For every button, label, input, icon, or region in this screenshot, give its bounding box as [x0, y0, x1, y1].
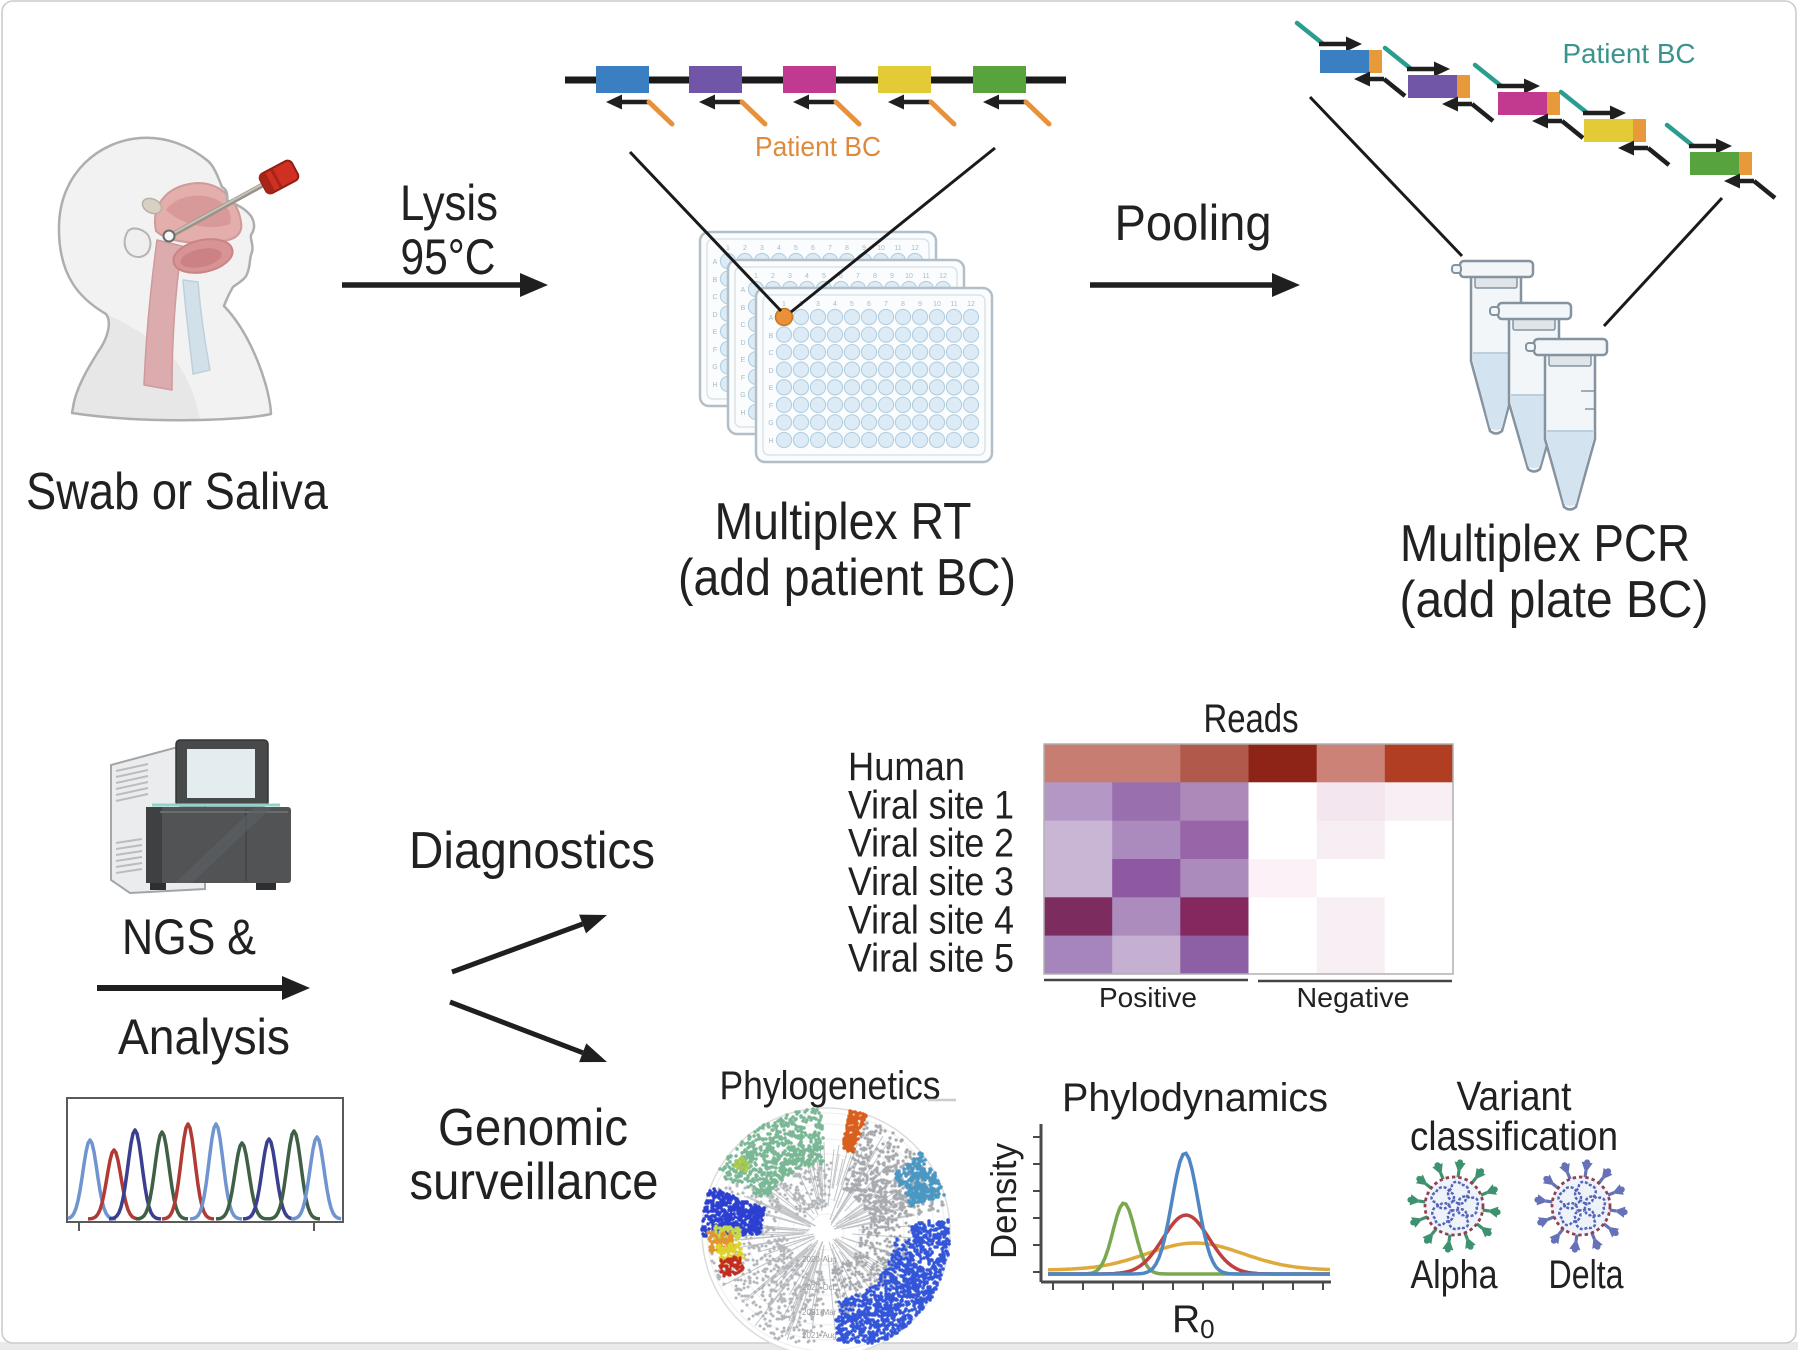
- svg-text:3: 3: [760, 245, 764, 252]
- svg-text:E: E: [741, 357, 746, 364]
- svg-text:H: H: [768, 438, 773, 445]
- svg-text:11: 11: [950, 301, 957, 308]
- svg-text:9: 9: [890, 273, 894, 280]
- svg-text:5: 5: [850, 301, 854, 308]
- svg-text:Viral site 2: Viral site 2: [848, 822, 1014, 866]
- svg-text:6: 6: [811, 245, 815, 252]
- svg-text:5: 5: [822, 273, 826, 280]
- svg-text:Analysis: Analysis: [118, 1009, 290, 1065]
- svg-text:Patient BC: Patient BC: [1563, 38, 1696, 69]
- svg-text:B: B: [741, 305, 746, 312]
- svg-text:A: A: [713, 259, 718, 266]
- svg-text:G: G: [712, 364, 717, 371]
- svg-text:4: 4: [833, 301, 837, 308]
- svg-text:8: 8: [901, 301, 905, 308]
- svg-text:E: E: [769, 385, 774, 392]
- svg-text:C: C: [740, 322, 745, 329]
- svg-text:7: 7: [884, 301, 888, 308]
- svg-text:1: 1: [726, 245, 730, 252]
- svg-text:2021-Aug: 2021-Aug: [802, 1331, 837, 1340]
- svg-text:C: C: [712, 294, 717, 301]
- svg-text:Multiplex RT: Multiplex RT: [715, 493, 972, 551]
- svg-text:Multiplex PCR: Multiplex PCR: [1400, 515, 1690, 573]
- svg-text:F: F: [713, 347, 717, 354]
- svg-text:F: F: [769, 403, 773, 410]
- svg-text:1: 1: [754, 273, 758, 280]
- svg-text:E: E: [713, 329, 718, 336]
- svg-text:10: 10: [905, 273, 913, 280]
- svg-text:2021-Mar: 2021-Mar: [802, 1308, 837, 1317]
- svg-text:A: A: [769, 315, 774, 322]
- svg-text:Viral site 5: Viral site 5: [848, 937, 1014, 981]
- svg-text:Alpha: Alpha: [1411, 1253, 1499, 1297]
- svg-text:9: 9: [862, 245, 866, 252]
- svg-text:C: C: [768, 350, 773, 357]
- svg-text:H: H: [740, 410, 745, 417]
- svg-text:6: 6: [867, 301, 871, 308]
- svg-text:4: 4: [805, 273, 809, 280]
- svg-text:1: 1: [782, 301, 786, 308]
- svg-text:classification: classification: [1410, 1113, 1618, 1159]
- svg-text:Diagnostics: Diagnostics: [409, 822, 655, 880]
- svg-text:G: G: [768, 420, 773, 427]
- svg-text:12: 12: [967, 301, 975, 308]
- svg-text:5: 5: [794, 245, 798, 252]
- svg-text:NGS &: NGS &: [122, 909, 256, 965]
- svg-text:Human: Human: [848, 745, 965, 789]
- svg-text:B: B: [769, 333, 774, 340]
- svg-text:Phylogenetics: Phylogenetics: [720, 1064, 941, 1108]
- svg-text:2020-Oct: 2020-Oct: [802, 1283, 836, 1292]
- svg-text:A: A: [741, 287, 746, 294]
- svg-text:7: 7: [856, 273, 860, 280]
- svg-text:(add plate BC): (add plate BC): [1400, 571, 1709, 629]
- svg-text:95°C: 95°C: [401, 229, 496, 285]
- svg-text:D: D: [768, 368, 773, 375]
- svg-text:Positive: Positive: [1099, 982, 1197, 1013]
- svg-text:Patient BC: Patient BC: [755, 131, 881, 162]
- svg-text:D: D: [740, 340, 745, 347]
- svg-text:9: 9: [918, 301, 922, 308]
- svg-text:2: 2: [743, 245, 747, 252]
- svg-text:11: 11: [922, 273, 929, 280]
- svg-text:B: B: [713, 277, 718, 284]
- svg-text:4: 4: [777, 245, 781, 252]
- svg-text:Viral site 3: Viral site 3: [848, 860, 1014, 904]
- svg-text:3: 3: [788, 273, 792, 280]
- svg-text:12: 12: [911, 245, 919, 252]
- svg-text:Viral site 4: Viral site 4: [848, 898, 1014, 942]
- svg-text:10: 10: [877, 245, 885, 252]
- svg-text:7: 7: [828, 245, 832, 252]
- svg-text:Lysis: Lysis: [400, 175, 498, 231]
- svg-text:11: 11: [894, 245, 901, 252]
- svg-text:Viral site 1: Viral site 1: [848, 783, 1014, 827]
- svg-text:G: G: [740, 392, 745, 399]
- svg-text:8: 8: [845, 245, 849, 252]
- svg-text:Reads: Reads: [1204, 697, 1299, 741]
- svg-text:Density: Density: [983, 1143, 1024, 1259]
- svg-text:H: H: [712, 382, 717, 389]
- svg-text:6: 6: [839, 273, 843, 280]
- svg-text:surveillance: surveillance: [410, 1153, 659, 1211]
- svg-text:Phylodynamics: Phylodynamics: [1062, 1076, 1328, 1120]
- svg-text:10: 10: [933, 301, 941, 308]
- svg-text:Pooling: Pooling: [1115, 195, 1272, 251]
- svg-text:3: 3: [816, 301, 820, 308]
- svg-text:8: 8: [873, 273, 877, 280]
- svg-text:Genomic: Genomic: [438, 1099, 628, 1157]
- svg-text:12: 12: [939, 273, 947, 280]
- svg-text:Variant: Variant: [1457, 1073, 1573, 1119]
- svg-text:Negative: Negative: [1297, 982, 1410, 1013]
- svg-text:Swab or Saliva: Swab or Saliva: [26, 463, 328, 521]
- svg-text:Delta: Delta: [1549, 1253, 1625, 1297]
- svg-text:F: F: [741, 375, 745, 382]
- svg-text:(add patient BC): (add patient BC): [678, 549, 1016, 607]
- svg-text:D: D: [712, 312, 717, 319]
- svg-text:2020-Aug: 2020-Aug: [802, 1255, 837, 1264]
- svg-text:2: 2: [771, 273, 775, 280]
